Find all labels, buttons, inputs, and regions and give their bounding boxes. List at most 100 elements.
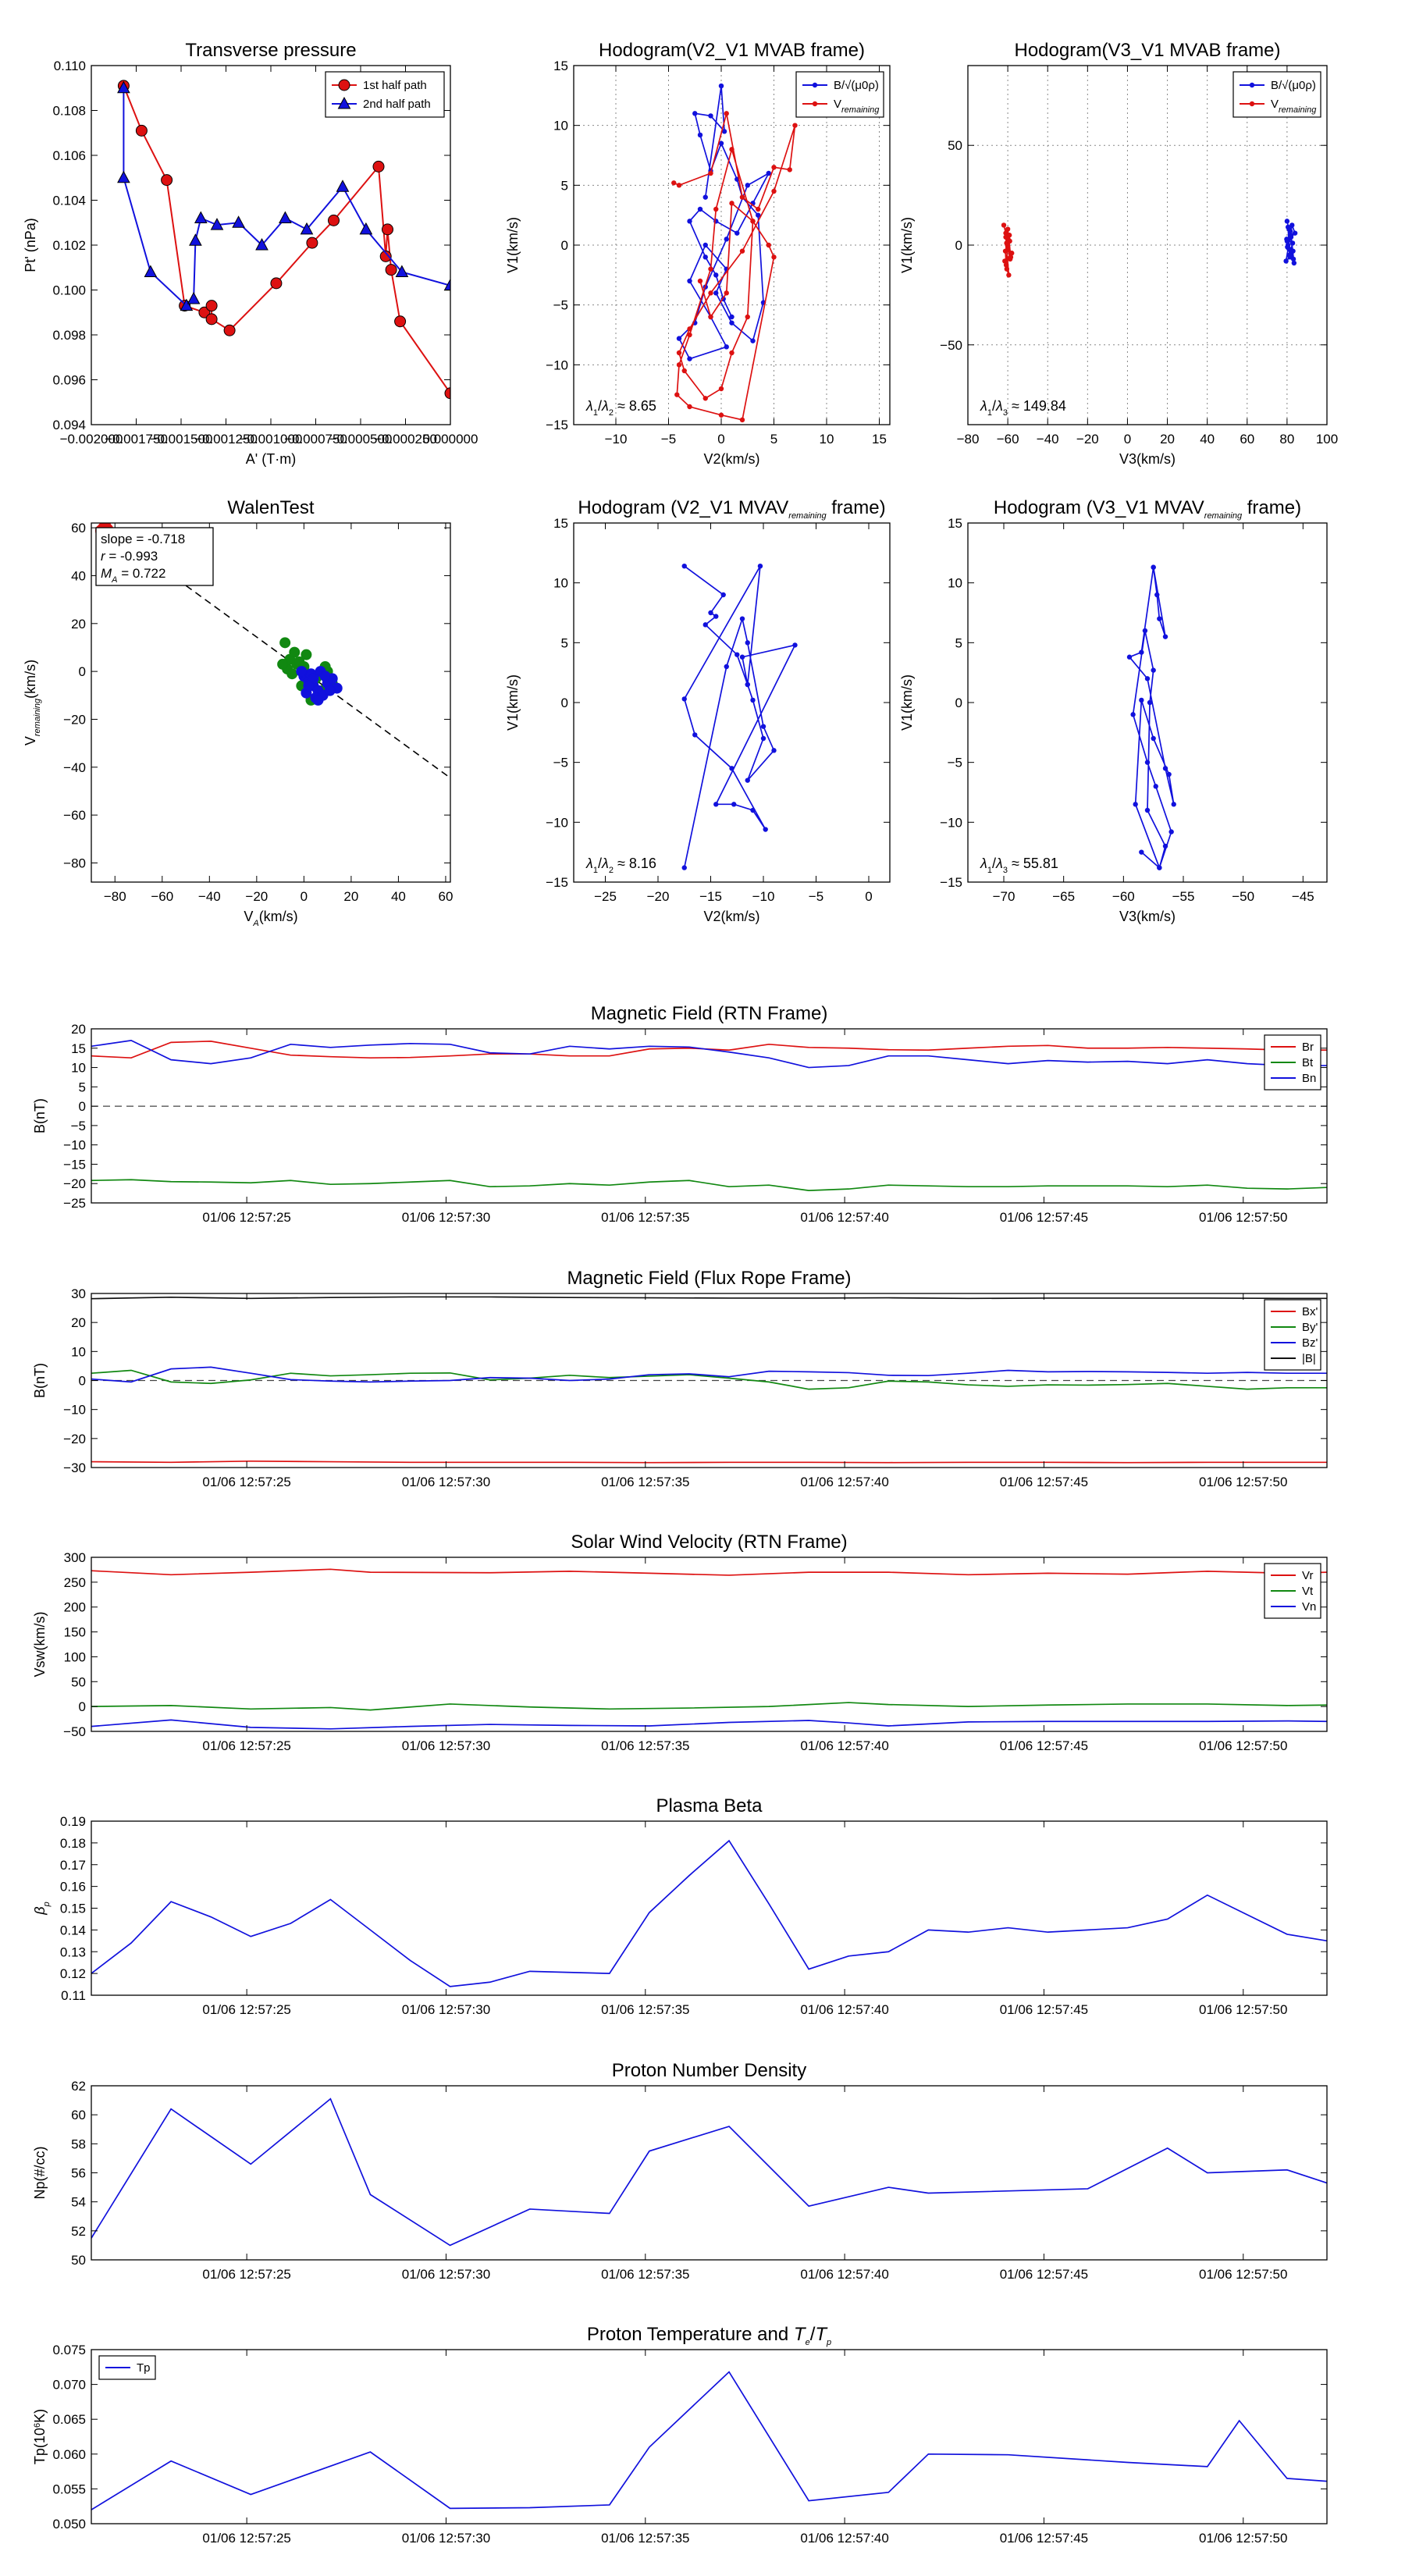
plot-frame — [573, 522, 891, 883]
data-point — [766, 242, 771, 248]
data-point — [1151, 564, 1156, 570]
data-point — [729, 314, 735, 320]
data-point — [724, 664, 729, 670]
x-tick-label: 01/06 12:57:50 — [1199, 1475, 1287, 1489]
y-tick-label: 56 — [71, 2166, 86, 2181]
x-tick-label: −10 — [605, 432, 628, 447]
x-tick-label: 40 — [391, 889, 406, 904]
x-tick-label: 01/06 12:57:25 — [202, 2531, 290, 2546]
x-tick-label: −5 — [809, 889, 823, 904]
y-axis-label: βp — [32, 1902, 52, 1915]
data-point — [697, 278, 703, 284]
legend-marker — [812, 101, 818, 107]
y-tick-label: 52 — [71, 2224, 86, 2239]
data-point — [1144, 676, 1151, 681]
x-tick-label: 01/06 12:57:40 — [800, 2267, 888, 2282]
data-point — [750, 697, 756, 703]
x-tick-label: 01/06 12:57:50 — [1199, 1210, 1287, 1225]
data-point — [1139, 697, 1144, 703]
y-tick-label: 0.19 — [60, 1814, 86, 1829]
y-axis-label: V1(km/s) — [505, 217, 521, 273]
data-point — [1153, 784, 1158, 789]
data-point — [444, 387, 450, 400]
data-point — [729, 766, 735, 771]
data-point — [702, 622, 708, 628]
data-point — [1286, 252, 1293, 258]
y-tick-label: 15 — [553, 516, 568, 531]
data-point — [1139, 849, 1144, 855]
x-tick-label: 01/06 12:57:25 — [202, 1738, 290, 1753]
series-Tp — [91, 2371, 1327, 2510]
x-tick-label: 01/06 12:57:35 — [601, 2531, 689, 2546]
y-tick-label: 150 — [64, 1625, 86, 1640]
data-point — [205, 313, 218, 326]
data-point — [681, 696, 687, 702]
x-tick-label: 01/06 12:57:50 — [1199, 2002, 1287, 2017]
data-point — [189, 233, 202, 246]
x-tick-label: 01/06 12:57:30 — [402, 2531, 490, 2546]
data-point — [1151, 667, 1156, 673]
y-tick-label: 0.12 — [60, 1966, 86, 1981]
x-tick-label: 01/06 12:57:50 — [1199, 2531, 1287, 2546]
data-point — [676, 183, 682, 188]
y-tick-label: 20 — [71, 1022, 86, 1037]
y-tick-label: 0 — [955, 238, 962, 253]
data-point — [379, 250, 392, 262]
data-point — [697, 132, 703, 138]
y-tick-label: −20 — [63, 1176, 86, 1191]
y-tick-label: −80 — [63, 856, 86, 870]
legend-box — [1232, 71, 1321, 118]
data-point — [713, 802, 719, 807]
plot-frame — [91, 1557, 1328, 1732]
y-tick-label: 0.15 — [60, 1902, 86, 1916]
x-tick-label: 01/06 12:57:30 — [402, 2002, 490, 2017]
y-tick-label: −30 — [63, 1461, 86, 1475]
data-point — [312, 694, 324, 706]
chart-pt: −0.002000−0.001750−0.001500−0.001250−0.0… — [23, 40, 478, 467]
y-tick-label: 0.13 — [60, 1944, 86, 1959]
y-tick-label: 0.070 — [52, 2378, 86, 2393]
data-point — [1003, 262, 1009, 268]
data-point — [319, 671, 331, 682]
x-tick-label: −20 — [647, 889, 670, 904]
x-tick-label: −20 — [245, 889, 268, 904]
chart-vsw: 01/06 12:57:25 01/06 12:57:30 01/06 12:57:… — [32, 1532, 1328, 1753]
data-point — [1283, 258, 1289, 264]
x-tick-label: 01/06 12:57:35 — [601, 2002, 689, 2017]
legend-label: Vn — [1302, 1600, 1316, 1614]
series-path — [681, 564, 798, 870]
plot-area — [1126, 564, 1176, 870]
y-tick-label: 0 — [79, 664, 86, 679]
x-tick-label: 60 — [438, 889, 453, 904]
legend-label: B/√(μ0ρ) — [834, 79, 879, 92]
series-blue — [296, 666, 343, 706]
plot-area — [91, 1839, 1327, 1987]
y-axis-label: B(nT) — [32, 1363, 48, 1398]
stats-r: r = -0.993 — [101, 549, 158, 564]
y-tick-label: 54 — [71, 2195, 86, 2210]
data-point — [1007, 256, 1013, 262]
data-point — [385, 264, 397, 276]
y-tick-label: 0.055 — [52, 2482, 86, 2496]
x-tick-label: −25 — [594, 889, 617, 904]
data-point — [1157, 865, 1162, 870]
legend-label: Vremaining — [834, 98, 880, 115]
data-point — [394, 315, 407, 328]
x-tick-label: 01/06 12:57:35 — [601, 1210, 689, 1225]
plot-frame — [91, 65, 451, 425]
x-tick-label: 60 — [1240, 432, 1254, 447]
data-point — [187, 291, 201, 304]
data-point — [692, 732, 698, 738]
y-tick-label: −10 — [546, 815, 568, 830]
data-point — [1006, 233, 1012, 238]
x-tick-label: 01/06 12:57:40 — [800, 1738, 888, 1753]
y-tick-label: 5 — [955, 635, 962, 650]
data-point — [756, 212, 761, 218]
x-tick-label: 01/06 12:57:35 — [601, 1738, 689, 1753]
data-point — [766, 170, 771, 176]
x-tick-label: 10 — [820, 432, 834, 447]
x-tick-label: 01/06 12:57:45 — [1000, 2531, 1088, 2546]
data-point — [1005, 226, 1011, 232]
data-point — [756, 206, 761, 212]
y-tick-label: −20 — [63, 712, 86, 727]
